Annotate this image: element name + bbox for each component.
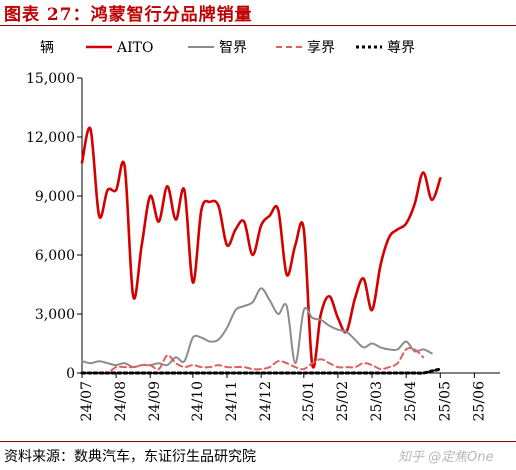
x-tick-label: 24/08 (113, 381, 129, 421)
sales-line-chart: 辆 AITO 智界 享界 尊界 0 3,000 6,000 9,000 12,000 15,000… (26, 39, 500, 421)
x-tick-label: 24/09 (147, 381, 163, 421)
x-tick-label: 25/06 (471, 381, 487, 421)
legend-label-享界: 享界 (307, 39, 335, 56)
x-tick-label: 25/04 (403, 381, 419, 421)
x-tick-label: 25/02 (335, 381, 351, 421)
x-tick-label: 25/01 (301, 381, 317, 421)
series-line-智界 (81, 287, 433, 369)
x-tick-label: 24/12 (258, 381, 274, 421)
legend-label-AITO: AITO (116, 40, 153, 56)
y-tick-label: 9,000 (35, 189, 75, 205)
series-line-AITO (80, 126, 442, 369)
y-axis: 0 3,000 6,000 9,000 12,000 15,000 (26, 71, 83, 382)
source-note: 资料来源：数典汽车，东证衍生品研究院 (4, 449, 256, 465)
y-tick-label: 3,000 (35, 307, 75, 323)
y-tick-label: 0 (66, 366, 75, 382)
series-group (80, 126, 442, 375)
x-tick-label: 24/07 (79, 381, 95, 421)
y-tick-label: 6,000 (35, 248, 75, 264)
source-divider (0, 441, 516, 442)
legend-label-尊界: 尊界 (387, 39, 415, 56)
x-tick-label: 24/11 (224, 381, 240, 421)
title-divider (0, 25, 516, 26)
x-tick-label: 25/05 (437, 381, 453, 421)
legend: 辆 AITO 智界 享界 尊界 (40, 39, 415, 56)
x-tick-label: 25/03 (369, 381, 385, 421)
legend-label-智界: 智界 (219, 40, 247, 56)
watermark: 知乎 @定焦One (398, 450, 494, 465)
y-tick-label: 15,000 (26, 71, 75, 87)
y-tick-label: 12,000 (26, 130, 75, 146)
x-tick-label: 24/10 (190, 381, 206, 421)
x-axis: 24/07 24/08 24/09 24/10 24/11 24/12 25/01 25/02… (79, 372, 500, 421)
figure-title: 图表 27：鸿蒙智行分品牌销量 (4, 5, 253, 25)
series-line-享界 (81, 347, 425, 375)
series-line-尊界 (80, 367, 442, 375)
y-axis-label: 辆 (40, 40, 54, 56)
